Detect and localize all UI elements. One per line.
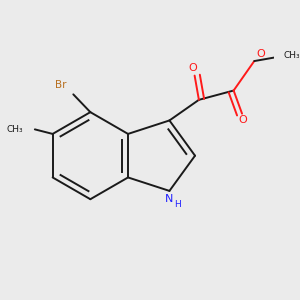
Text: CH₃: CH₃ (284, 51, 300, 60)
Text: H: H (174, 200, 181, 209)
Text: Br: Br (55, 80, 67, 90)
Text: N: N (165, 194, 174, 204)
Text: O: O (256, 49, 265, 59)
Text: CH₃: CH₃ (7, 125, 23, 134)
Text: O: O (188, 63, 197, 73)
Text: O: O (239, 115, 248, 125)
